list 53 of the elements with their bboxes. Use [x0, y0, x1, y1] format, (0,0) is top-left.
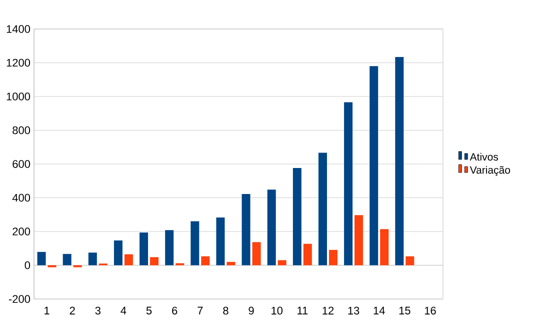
legend-label: Variação	[470, 166, 510, 176]
bar	[88, 252, 97, 266]
x-tick-label: 7	[198, 306, 203, 314]
x-tick-label: 12	[322, 306, 334, 314]
y-tick-label: 800	[12, 126, 30, 134]
bar	[37, 252, 46, 266]
x-tick-label: 9	[248, 306, 254, 315]
y-tick-label: 1400	[6, 25, 30, 33]
bar	[62, 254, 72, 266]
bar	[318, 152, 327, 266]
y-tick-label: 400	[12, 194, 30, 202]
bar	[328, 250, 338, 266]
bar	[406, 256, 414, 266]
legend-label: Ativos	[470, 152, 498, 161]
bar	[344, 102, 353, 266]
x-tick-label: 2	[70, 306, 75, 314]
x-tick-label: 5	[146, 306, 152, 314]
x-tick-label: 3	[95, 306, 100, 315]
bar	[216, 217, 225, 266]
bar	[370, 66, 378, 266]
bar	[292, 168, 302, 266]
y-tick-label: 1200	[6, 58, 30, 67]
x-tick-label: 1	[44, 306, 50, 314]
x-tick-label: 13	[348, 306, 360, 315]
x-tick-label: 4	[120, 306, 126, 314]
y-tick-label: 600	[12, 160, 30, 168]
y-tick-label: 200	[12, 228, 30, 236]
bar	[380, 229, 389, 266]
bar	[354, 215, 364, 266]
x-tick-label: 10	[272, 306, 283, 315]
bar	[114, 240, 122, 266]
bar	[242, 194, 250, 266]
bar	[190, 221, 200, 266]
bar	[267, 190, 276, 266]
bar	[252, 242, 261, 266]
x-tick-label: 16	[424, 306, 436, 315]
bar	[226, 262, 236, 266]
bar	[124, 254, 133, 266]
bar	[395, 57, 404, 266]
x-tick-label: 11	[298, 306, 308, 314]
x-tick-label: 14	[374, 306, 385, 314]
bar	[303, 244, 312, 266]
x-tick-label: 6	[172, 306, 178, 315]
bar	[140, 232, 148, 266]
x-tick-label: 15	[399, 306, 410, 314]
y-tick-label: 0	[24, 261, 30, 270]
y-tick-label: -200	[8, 295, 30, 303]
bar	[278, 260, 286, 266]
bar	[201, 256, 210, 266]
x-tick-label: 8	[223, 306, 228, 315]
y-tick-label: 1000	[6, 92, 30, 100]
bar	[150, 257, 159, 266]
bar	[165, 230, 174, 266]
